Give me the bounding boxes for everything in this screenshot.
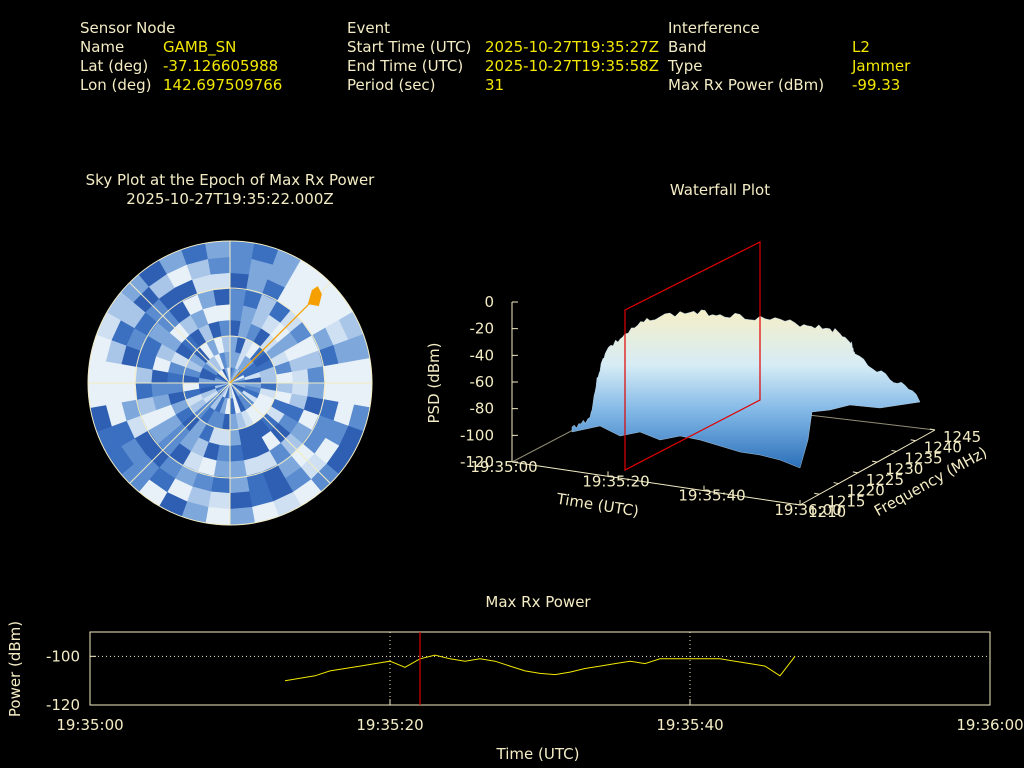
interference-band-label: Band [668, 38, 707, 56]
waterfall-z-tick-label: -80 [470, 400, 495, 418]
jammer-direction-line [229, 301, 312, 384]
waterfall-title: Waterfall Plot [669, 181, 771, 199]
maxrx-y-label: Power (dBm) [6, 621, 24, 717]
waterfall-z-tick-label: -40 [470, 346, 495, 364]
maxrx-series-line [284, 654, 796, 682]
event-end-label: End Time (UTC) [347, 57, 464, 75]
jammer-marker [307, 286, 322, 307]
sky-tile [204, 241, 231, 260]
waterfall-freq-tick-label: 1225 [866, 471, 904, 489]
skyplot-title: Sky Plot at the Epoch of Max Rx Power [85, 171, 375, 189]
event-start-label: Start Time (UTC) [347, 38, 472, 56]
sensor-node-header: Sensor Node [80, 19, 176, 37]
interference-band-value: L2 [852, 38, 870, 56]
waterfall-z-tick-label: -20 [470, 320, 495, 338]
skyplot-epoch: 2025-10-27T19:35:22.000Z [126, 190, 334, 208]
sky-tile [88, 382, 107, 409]
waterfall-surface [571, 309, 921, 469]
waterfall-time-tick-label: 19:36:00 [774, 501, 841, 519]
sensor-lat-value: -37.126605988 [163, 57, 279, 75]
sensor-lat-label: Lat (deg) [80, 57, 149, 75]
maxrx-chart-title: Max Rx Power [485, 593, 591, 611]
waterfall-time-tick-label: 19:35:00 [470, 458, 537, 476]
waterfall-time-tick-label: 19:35:20 [582, 472, 649, 490]
waterfall-freq-tick [833, 482, 839, 485]
waterfall-freq-tick [929, 428, 936, 431]
event-end-value: 2025-10-27T19:35:58Z [485, 57, 659, 75]
waterfall-freq-tick [891, 449, 897, 452]
maxrx-chart-frame [89, 631, 991, 706]
waterfall-freq-tick [794, 503, 801, 506]
waterfall-freq-tick [814, 492, 820, 495]
waterfall-time-tick-label: 19:35:40 [678, 487, 745, 505]
interference-header: Interference [668, 19, 760, 37]
maxrx-x-tick-label: 19:36:00 [956, 716, 1023, 734]
event-header: Event [347, 19, 390, 37]
event-start-value: 2025-10-27T19:35:27Z [485, 38, 659, 56]
waterfall-z-tick-label: -100 [460, 426, 494, 444]
waterfall-freq-tick-label: 1210 [808, 503, 846, 521]
waterfall-freq-tick-label: 1215 [827, 492, 865, 510]
waterfall-freq-tick-label: 1220 [847, 482, 885, 500]
waterfall-freq-tick-label: 1230 [885, 460, 923, 478]
sensor-name-value: GAMB_SN [163, 38, 237, 56]
maxrx-chart-y-ticks: -100 -120 [46, 647, 96, 714]
waterfall-epoch-slice [624, 241, 761, 471]
waterfall-freq-axis [799, 429, 936, 506]
waterfall-z-tick-label: -60 [470, 373, 495, 391]
waterfall-z-tick-label: -120 [460, 453, 494, 471]
waterfall-freq-tick-label: 1235 [904, 449, 942, 467]
maxrx-x-label: Time (UTC) [496, 745, 580, 763]
maxrx-chart-grid [90, 632, 990, 705]
sky-tile [353, 357, 372, 384]
maxrx-y-tick-label: -100 [46, 647, 80, 665]
event-period-label: Period (sec) [347, 76, 436, 94]
sky-tile [229, 506, 256, 525]
sensor-lon-value: 142.697509766 [163, 76, 283, 94]
waterfall-z-label: PSD (dBm) [425, 342, 443, 423]
sensor-name-label: Name [80, 38, 125, 56]
interference-type-value: Jammer [852, 57, 911, 75]
waterfall-time-axis [511, 461, 801, 506]
maxrx-x-tick-label: 19:35:40 [656, 716, 723, 734]
waterfall-freq-tick-label: 1245 [943, 428, 981, 446]
event-period-value: 31 [485, 76, 505, 94]
interference-maxrx-label: Max Rx Power (dBm) [668, 76, 825, 94]
waterfall-z-ticks: 0 -20 -40 -60 -80 -100 -120 [460, 293, 518, 471]
waterfall-freq-tick-label: 1240 [924, 439, 962, 457]
interference-maxrx-value: -99.33 [852, 76, 901, 94]
maxrx-x-tick-label: 19:35:20 [356, 716, 423, 734]
maxrx-chart-x-ticks: 19:35:00 19:35:20 19:35:40 19:36:00 [56, 699, 1024, 734]
maxrx-x-tick-label: 19:35:00 [56, 716, 123, 734]
interference-type-label: Type [668, 57, 703, 75]
waterfall-z-tick-label: 0 [484, 293, 494, 311]
waterfall-time-ticks: 19:35:00 19:35:20 19:35:40 19:36:00 [470, 457, 842, 519]
waterfall-freq-tick [852, 471, 858, 474]
waterfall-freq-tick [910, 439, 916, 442]
waterfall-freq-tick [872, 460, 878, 463]
sensor-lon-label: Lon (deg) [80, 76, 152, 94]
maxrx-y-tick-label: -120 [46, 696, 80, 714]
